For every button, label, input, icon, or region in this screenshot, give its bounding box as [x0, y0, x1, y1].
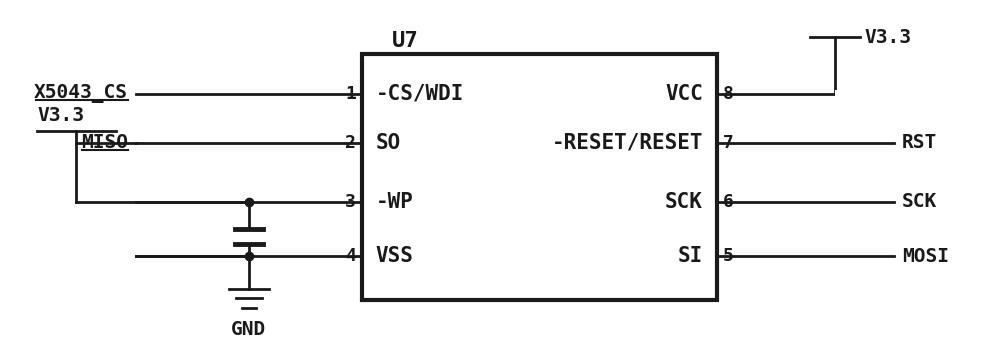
Text: X5043_CS: X5043_CS — [34, 84, 128, 103]
Text: SI: SI — [678, 246, 703, 266]
Text: -RESET/RESET: -RESET/RESET — [551, 133, 703, 153]
Text: 8: 8 — [723, 85, 733, 103]
Text: GND: GND — [231, 320, 266, 339]
Text: VSS: VSS — [376, 246, 414, 266]
Text: VCC: VCC — [665, 84, 703, 104]
Text: 4: 4 — [345, 247, 356, 265]
Text: 3: 3 — [345, 193, 356, 211]
Text: SCK: SCK — [665, 192, 703, 212]
Text: V3.3: V3.3 — [864, 28, 911, 47]
Text: V3.3: V3.3 — [37, 106, 84, 125]
Text: 7: 7 — [723, 134, 733, 152]
Text: SCK: SCK — [902, 192, 937, 211]
Bar — [362, 54, 717, 300]
Text: MISO: MISO — [81, 133, 128, 152]
Text: 5: 5 — [723, 247, 733, 265]
Text: U7: U7 — [392, 31, 418, 51]
Text: 6: 6 — [723, 193, 733, 211]
Text: -CS/WDI: -CS/WDI — [376, 84, 464, 104]
Text: RST: RST — [902, 133, 937, 152]
Text: 1: 1 — [345, 85, 356, 103]
Text: SO: SO — [376, 133, 401, 153]
Text: 2: 2 — [345, 134, 356, 152]
Text: MOSI: MOSI — [902, 247, 949, 265]
Bar — [835, 90, 914, 97]
Text: -WP: -WP — [376, 192, 414, 212]
